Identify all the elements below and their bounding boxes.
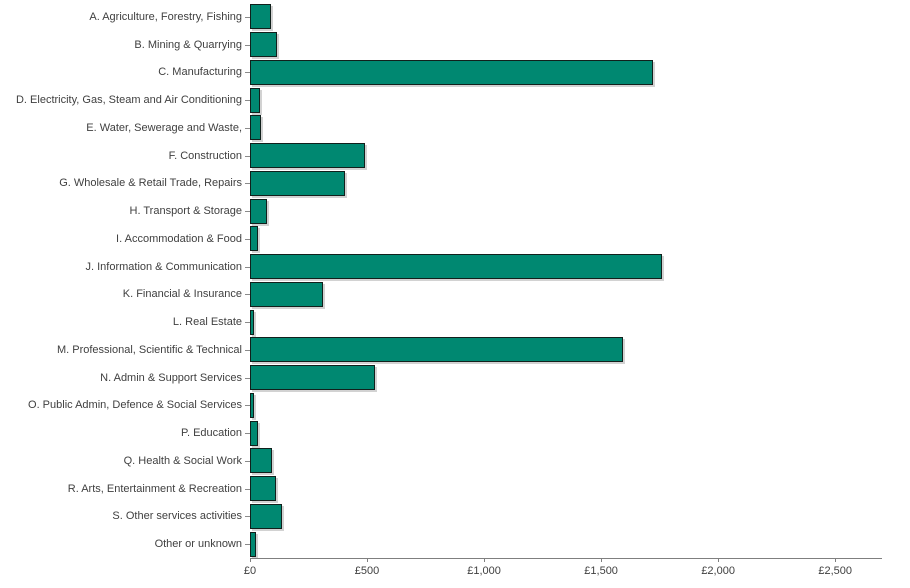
y-axis-tick — [245, 405, 250, 407]
y-axis-tick — [245, 100, 250, 102]
x-axis-tick — [484, 558, 486, 562]
bar — [250, 476, 276, 502]
bar — [250, 309, 254, 335]
category-label: D. Electricity, Gas, Steam and Air Condi… — [15, 94, 242, 107]
x-axis-tick — [250, 558, 251, 562]
category-label: C. Manufacturing — [158, 66, 242, 79]
category-label: N. Admin & Support Services — [100, 371, 242, 384]
bar — [250, 115, 261, 141]
bar — [250, 531, 256, 557]
y-axis-tick — [245, 433, 250, 435]
bar — [250, 143, 365, 169]
y-axis-tick — [245, 16, 250, 18]
bar — [250, 4, 271, 30]
x-axis-line — [250, 558, 882, 559]
category-label: O. Public Admin, Defence & Social Servic… — [28, 399, 242, 412]
x-axis-tick — [601, 558, 603, 562]
bar — [250, 198, 267, 224]
bar — [250, 365, 375, 391]
x-axis-tick-label: £0 — [243, 565, 257, 577]
y-axis-tick — [245, 72, 250, 74]
bar — [250, 59, 653, 85]
x-axis-tick — [718, 558, 720, 562]
category-label: P. Education — [181, 427, 242, 440]
y-axis-tick — [245, 322, 250, 324]
bar — [250, 448, 272, 474]
category-label: Q. Health & Social Work — [123, 454, 242, 467]
y-axis-tick — [245, 377, 250, 379]
x-axis-tick-label: £500 — [354, 565, 380, 577]
category-label: L. Real Estate — [172, 316, 242, 329]
x-axis-tick-label: £1,000 — [467, 565, 501, 577]
bar — [250, 32, 277, 58]
bar — [250, 281, 323, 307]
bar — [250, 420, 258, 446]
category-label: G. Wholesale & Retail Trade, Repairs — [59, 177, 242, 190]
x-axis-tick — [367, 558, 369, 562]
y-axis-tick — [245, 349, 250, 351]
y-axis-tick — [245, 266, 250, 268]
bar — [250, 226, 258, 252]
y-axis-tick — [245, 516, 250, 518]
bar — [250, 392, 254, 418]
y-axis-tick — [245, 460, 250, 462]
category-label: Other or unknown — [154, 538, 242, 551]
category-label: J. Information & Communication — [85, 260, 242, 273]
category-label: S. Other services activities — [112, 510, 242, 523]
x-axis-tick — [835, 558, 837, 562]
y-axis-tick — [245, 44, 250, 46]
category-label: E. Water, Sewerage and Waste, — [86, 121, 242, 134]
bar — [250, 337, 623, 363]
y-axis-tick — [245, 488, 250, 490]
y-axis-tick — [245, 294, 250, 296]
category-label: B. Mining & Quarrying — [134, 38, 242, 51]
bar — [250, 503, 282, 529]
category-label: A. Agriculture, Forestry, Fishing — [89, 10, 242, 23]
category-label: K. Financial & Insurance — [122, 288, 242, 301]
y-axis-tick — [245, 183, 250, 185]
category-label: I. Accommodation & Food — [116, 232, 242, 245]
bar — [250, 87, 260, 113]
y-axis-tick — [245, 155, 250, 157]
category-label: M. Professional, Scientific & Technical — [56, 343, 242, 356]
y-axis-tick — [245, 238, 250, 240]
y-axis-tick — [245, 544, 250, 546]
category-label: R. Arts, Entertainment & Recreation — [67, 482, 242, 495]
category-label: F. Construction — [168, 149, 242, 162]
x-axis-tick-label: £1,500 — [584, 565, 618, 577]
category-label: H. Transport & Storage — [129, 205, 243, 218]
x-axis-tick-label: £2,500 — [818, 565, 852, 577]
bar — [250, 254, 662, 280]
x-axis-tick-label: £2,000 — [701, 565, 735, 577]
y-axis-tick — [245, 211, 250, 213]
bar — [250, 170, 345, 196]
y-axis-tick — [245, 127, 250, 129]
